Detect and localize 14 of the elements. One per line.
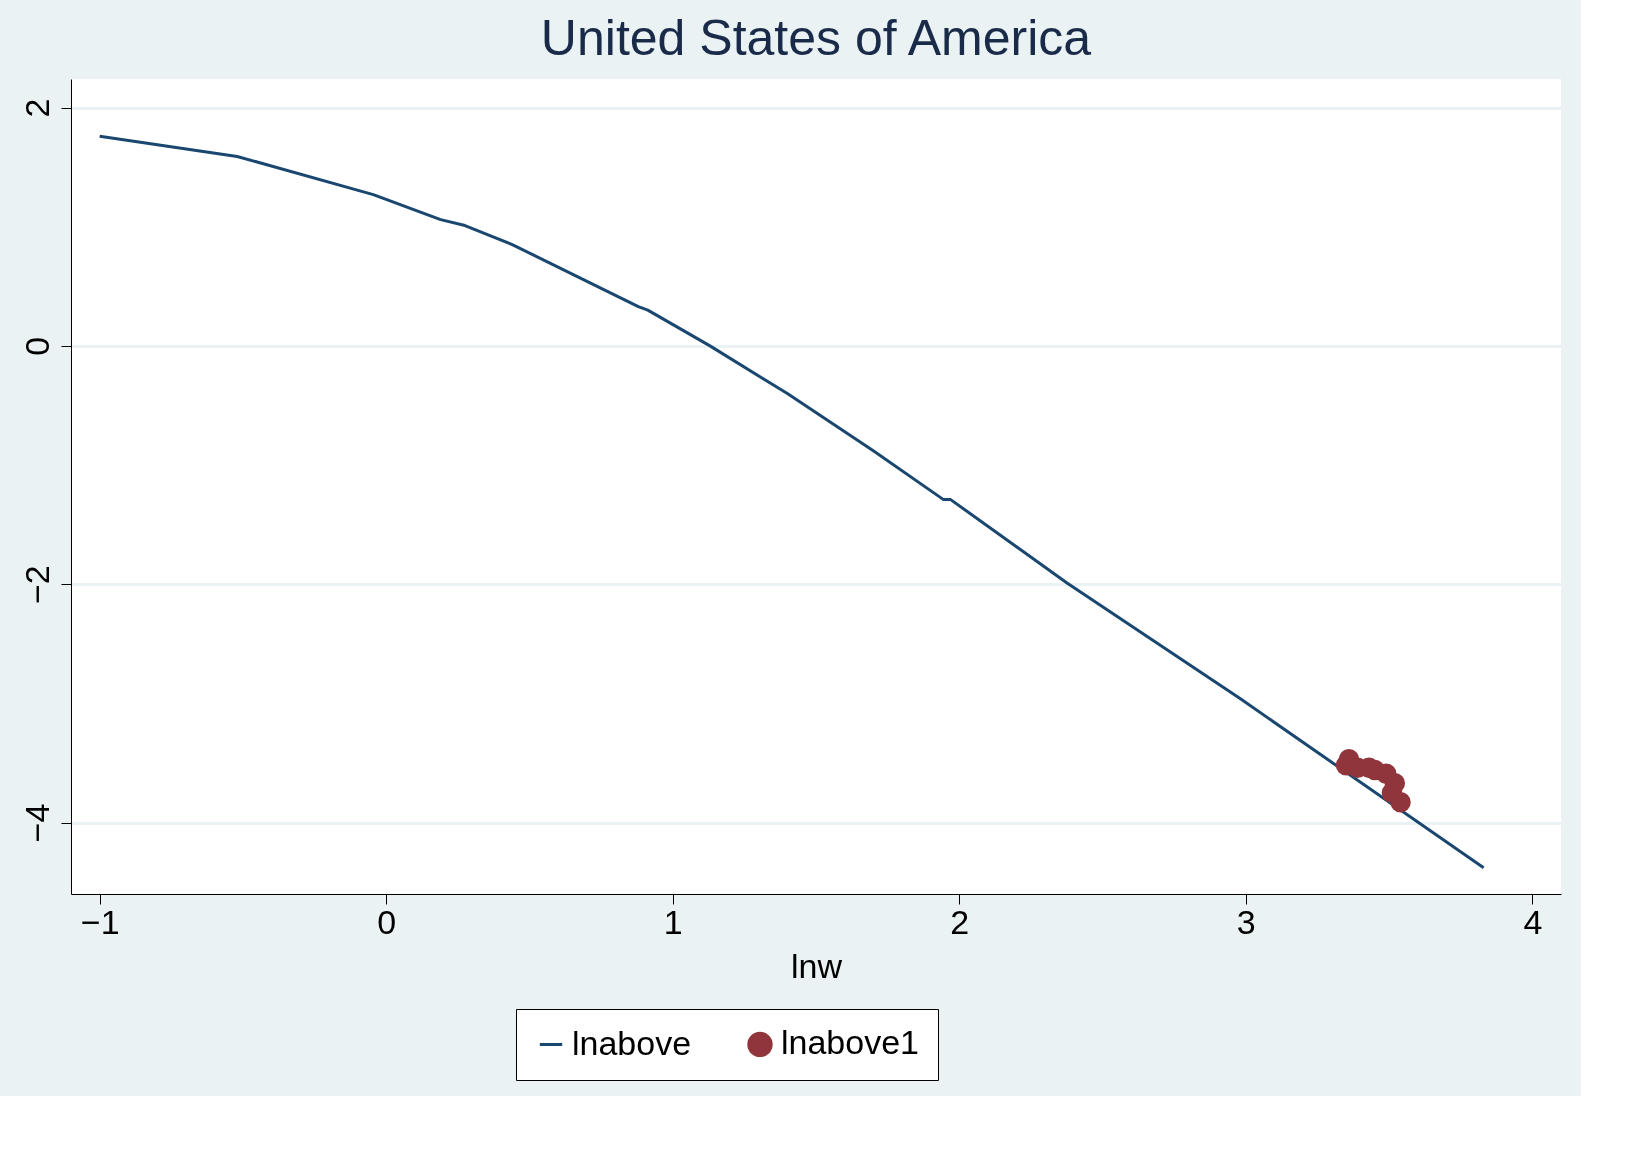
chart-title: United States of America: [540, 10, 1092, 66]
y-tick-label: −2: [17, 565, 56, 605]
x-tick-label: 0: [377, 902, 397, 941]
legend-label: lnabove: [572, 1023, 692, 1062]
y-tick-label: 2: [17, 98, 56, 118]
legend-label: lnabove1: [781, 1023, 920, 1062]
y-tick-label: 0: [17, 336, 56, 356]
y-tick-label: −4: [17, 803, 56, 843]
x-tick-label: 1: [663, 902, 683, 941]
x-tick-label: −1: [80, 902, 120, 941]
x-tick-label: 3: [1236, 902, 1256, 941]
x-tick-label: 2: [950, 902, 970, 941]
x-axis-title: lnw: [790, 946, 843, 985]
x-tick-label: 4: [1523, 902, 1543, 941]
